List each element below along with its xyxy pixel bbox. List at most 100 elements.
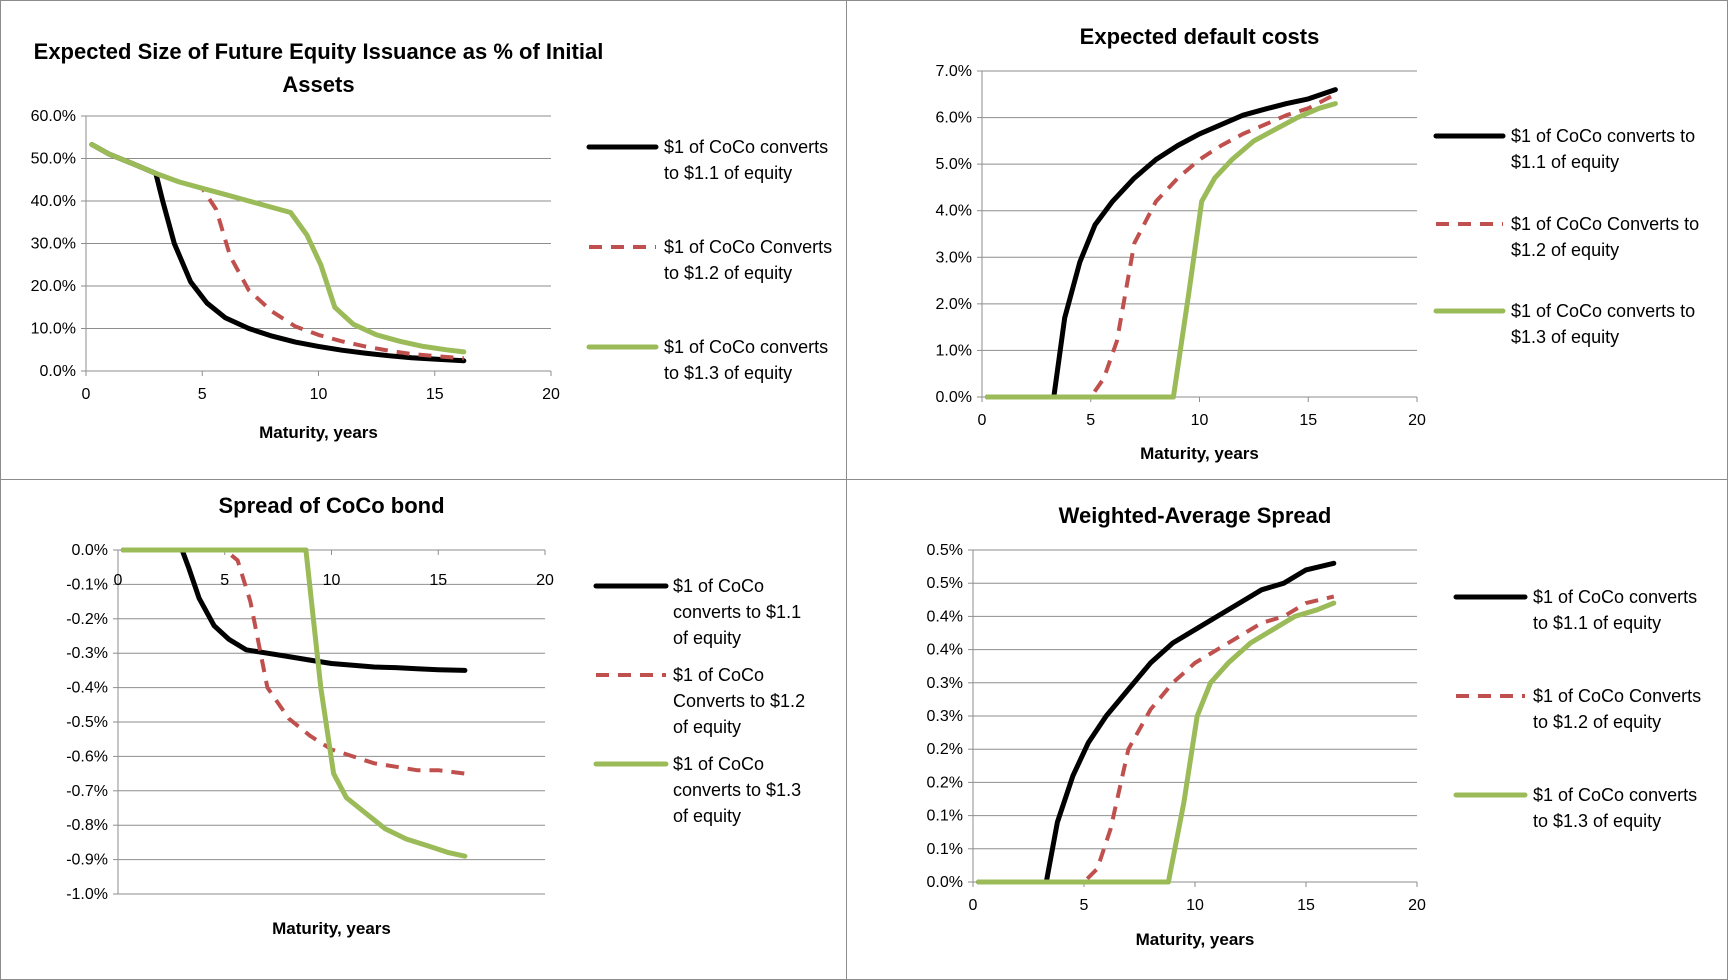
y-tick-label: -0.1% (66, 576, 108, 593)
y-tick-label: -0.2% (66, 611, 108, 628)
equity-issuance-chart-panel: Expected Size of Future Equity Issuance … (0, 0, 847, 480)
legend-label-3: $1 of CoCo converts (1533, 785, 1697, 805)
legend-label-1: $1 of CoCo converts (664, 137, 828, 157)
x-tick-label: 5 (1080, 897, 1089, 914)
y-tick-label: 20.0% (31, 278, 76, 295)
x-tick-label: 20 (1408, 897, 1426, 914)
x-tick-label: 0 (82, 386, 91, 403)
chart-title: Expected Size of Future Equity Issuance … (34, 39, 604, 64)
legend-label-3: $1 of CoCo (673, 754, 764, 774)
default-costs-chart-panel: Expected default costs 0.0% 1.0% 2.0% 3.0% 4.… (846, 0, 1728, 480)
y-tick-label: -0.5% (66, 714, 108, 731)
y-tick-label: 0.0% (72, 542, 108, 559)
x-tick-label: 15 (1297, 897, 1315, 914)
legend-label-3: $1.3 of equity (1511, 327, 1619, 347)
legend-label-3: to $1.3 of equity (1533, 811, 1661, 831)
legend-label-1: $1.1 of equity (1511, 152, 1619, 172)
x-tick-label: 15 (429, 572, 447, 589)
legend-label-3: converts to $1.3 (673, 780, 801, 800)
y-tick-label: 0.3% (927, 708, 963, 725)
y-tick-label: 0.0% (927, 874, 963, 891)
y-tick-label: 40.0% (31, 193, 76, 210)
x-tick-label: 20 (542, 386, 560, 403)
legend-label-1: $1 of CoCo (673, 576, 764, 596)
legend-label-2: to $1.2 of equity (1533, 712, 1661, 732)
x-tick-label: 10 (323, 572, 341, 589)
legend-label-1: to $1.1 of equity (664, 163, 792, 183)
legend-label-2: $1 of CoCo Converts (1533, 686, 1701, 706)
chart-title: Assets (282, 72, 354, 97)
y-tick-label: 0.4% (927, 608, 963, 625)
y-tick-label: 7.0% (936, 63, 972, 80)
series-line-1 (123, 550, 465, 670)
y-tick-label: 10.0% (31, 321, 76, 338)
y-tick-label: 4.0% (936, 203, 972, 220)
y-tick-label: 2.0% (936, 296, 972, 313)
legend-label-3: $1 of CoCo converts to (1511, 301, 1695, 321)
chart-title: Weighted-Average Spread (1059, 503, 1332, 528)
x-axis-title: Maturity, years (259, 423, 378, 442)
chart-title: Spread of CoCo bond (218, 493, 444, 518)
series-line-1 (979, 563, 1334, 882)
x-tick-label: 0 (969, 897, 978, 914)
legend-label-2: $1 of CoCo Converts (664, 237, 832, 257)
legend-label-2: to $1.2 of equity (664, 263, 792, 283)
x-tick-label: 5 (198, 386, 207, 403)
default-costs-chart: Expected default costs 0.0% 1.0% 2.0% 3.0% 4.… (847, 1, 1727, 479)
series-line-3 (987, 104, 1335, 397)
y-tick-label: -0.9% (66, 852, 108, 869)
y-tick-label: 0.5% (927, 575, 963, 592)
weighted-spread-chart-panel: Weighted-Average Spread 0.0% 0.1% 0.1% 0.2% 0… (846, 479, 1728, 980)
x-tick-label: 15 (1299, 412, 1317, 429)
legend-label-2: Converts to $1.2 (673, 691, 805, 711)
x-axis-title: Maturity, years (1136, 930, 1255, 949)
series-line-2 (123, 550, 465, 774)
x-tick-label: 5 (1086, 412, 1095, 429)
equity-issuance-chart: Expected Size of Future Equity Issuance … (1, 1, 846, 479)
legend-label-2: of equity (673, 717, 741, 737)
x-tick-label: 20 (536, 572, 554, 589)
x-tick-label: 10 (1191, 412, 1209, 429)
chart-title: Expected default costs (1080, 24, 1320, 49)
legend-label-2: $1 of CoCo (673, 665, 764, 685)
x-tick-label: 5 (220, 572, 229, 589)
x-axis-title: Maturity, years (1140, 444, 1259, 463)
x-tick-label: 10 (1186, 897, 1204, 914)
y-tick-label: -0.3% (66, 645, 108, 662)
legend-label-2: $1 of CoCo Converts to (1511, 214, 1699, 234)
legend-label-1: converts to $1.1 (673, 602, 801, 622)
series-line-3 (92, 145, 464, 352)
y-tick-label: 3.0% (936, 249, 972, 266)
y-tick-label: 0.0% (936, 389, 972, 406)
legend-label-1: $1 of CoCo converts to (1511, 126, 1695, 146)
legend-label-1: to $1.1 of equity (1533, 613, 1661, 633)
series-line-2 (979, 597, 1334, 883)
y-tick-label: 0.4% (927, 642, 963, 659)
y-tick-label: 5.0% (936, 156, 972, 173)
y-tick-label: -0.8% (66, 817, 108, 834)
y-tick-label: 6.0% (936, 110, 972, 127)
coco-spread-chart: Spread of CoCo bond 0.0% -0.1% -0.2% -0.3% -0… (1, 480, 846, 979)
y-tick-label: -1.0% (66, 886, 108, 903)
y-tick-label: -0.6% (66, 748, 108, 765)
series-line-2 (987, 94, 1335, 397)
y-tick-label: 1.0% (936, 342, 972, 359)
legend-label-1: $1 of CoCo converts (1533, 587, 1697, 607)
y-tick-label: 0.0% (40, 363, 76, 380)
x-tick-label: 0 (114, 572, 123, 589)
legend-label-1: of equity (673, 628, 741, 648)
coco-spread-chart-panel: Spread of CoCo bond 0.0% -0.1% -0.2% -0.3% -0… (0, 479, 847, 980)
legend-label-2: $1.2 of equity (1511, 240, 1619, 260)
y-tick-label: 0.2% (927, 741, 963, 758)
y-tick-label: -0.4% (66, 680, 108, 697)
series-line-3 (123, 550, 465, 856)
y-tick-label: 0.1% (927, 808, 963, 825)
y-tick-label: -0.7% (66, 783, 108, 800)
legend-label-3: $1 of CoCo converts (664, 337, 828, 357)
x-axis-title: Maturity, years (272, 919, 391, 938)
y-tick-label: 0.3% (927, 675, 963, 692)
series-line-3 (979, 603, 1334, 882)
legend-label-3: of equity (673, 806, 741, 826)
x-tick-label: 10 (310, 386, 328, 403)
